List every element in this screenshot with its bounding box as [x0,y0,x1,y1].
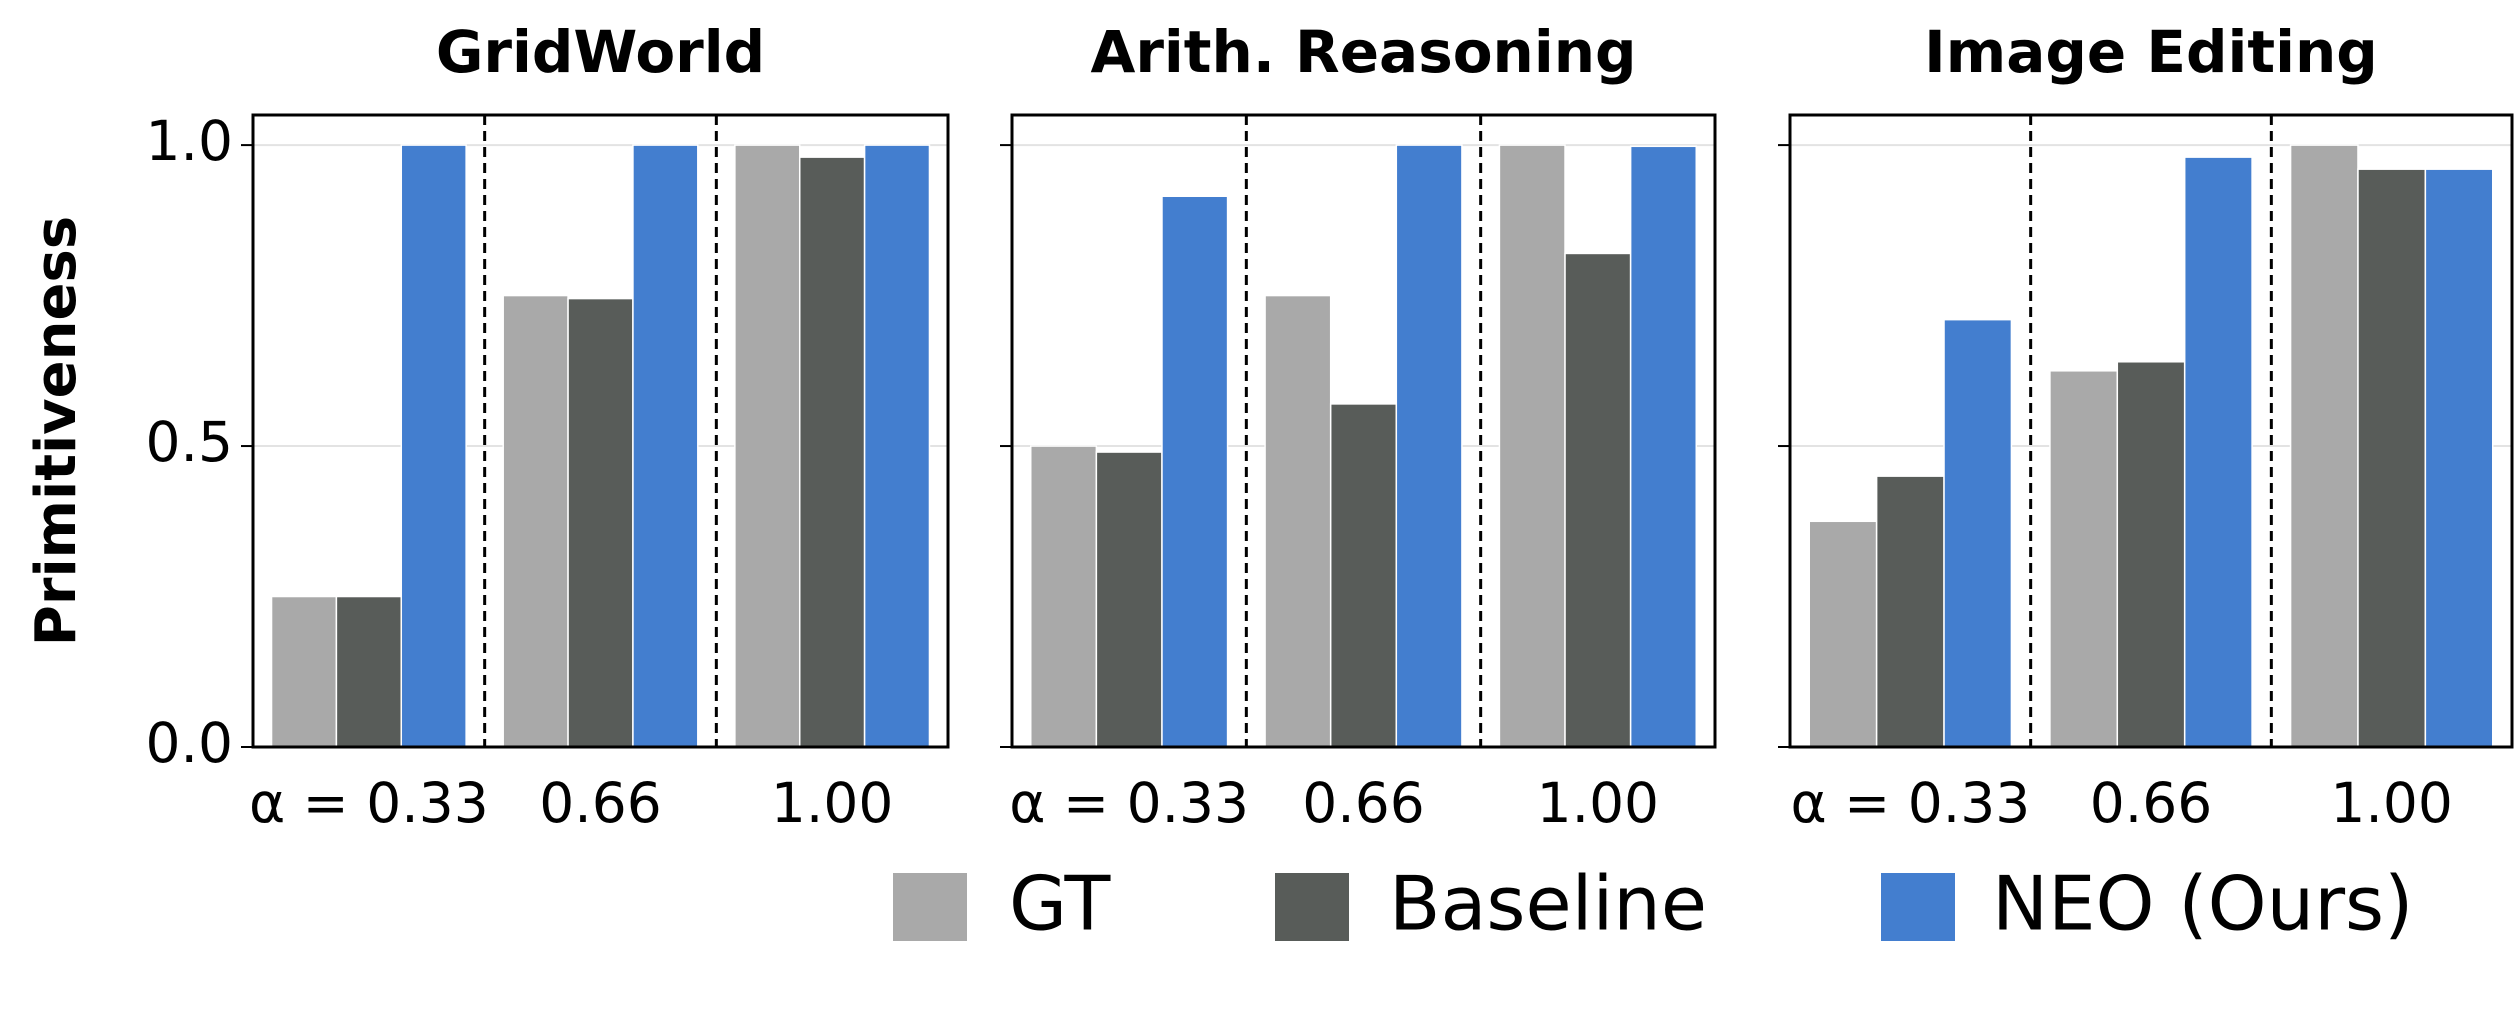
bar [632,144,699,748]
legend-label: Baseline [1389,860,1707,948]
y-tick-label: 0.5 [146,410,233,474]
bar [1329,403,1398,748]
bar [863,144,931,748]
y-tick-label: 0.0 [146,711,233,775]
bar [1808,520,1878,748]
bar [2424,168,2494,748]
bar [2183,156,2253,748]
bar [2049,370,2119,748]
x-tick-label: 1.00 [2330,771,2452,835]
bar [1943,318,2013,748]
plot-frame [1788,113,2514,749]
plot-frame [251,113,950,749]
bar [270,595,338,748]
legend-swatch [1881,873,1955,941]
x-tick-label: α = 0.33 [1009,771,1249,835]
x-tick-label: 0.66 [1302,771,1424,835]
x-tick-label: 1.00 [1537,771,1659,835]
x-tick-label: 0.66 [2090,771,2212,835]
legend-swatch [1275,873,1349,941]
bar [1095,451,1163,748]
legend-label: GT [1009,860,1111,948]
bar [502,294,569,748]
bar [2357,168,2427,748]
chart-title: Arith. Reasoning [1090,18,1636,86]
bar [1629,145,1698,748]
chart-title: GridWorld [436,18,765,86]
bar [1029,445,1098,748]
bar [734,144,801,748]
bar [1564,252,1632,748]
bar [1498,144,1566,748]
bar [2289,144,2359,748]
bar [2116,361,2186,748]
chart-title: Image Editing [1924,18,2378,86]
bar [798,156,866,748]
bar [1161,195,1229,748]
x-tick-label: 0.66 [539,771,661,835]
x-tick-label: α = 0.33 [1790,771,2030,835]
plot-frame [1010,113,1717,749]
bar [335,595,403,748]
x-tick-label: α = 0.33 [249,771,489,835]
bar [1395,144,1463,748]
legend-swatch [893,873,967,941]
bar [400,144,467,748]
y-axis-label: Primitiveness [24,216,89,646]
bar [1264,294,1332,748]
y-tick-label: 1.0 [146,109,233,173]
bar [567,297,634,748]
bar [1875,475,1945,748]
legend-label: NEO (Ours) [1992,860,2413,948]
x-tick-label: 1.00 [771,771,893,835]
